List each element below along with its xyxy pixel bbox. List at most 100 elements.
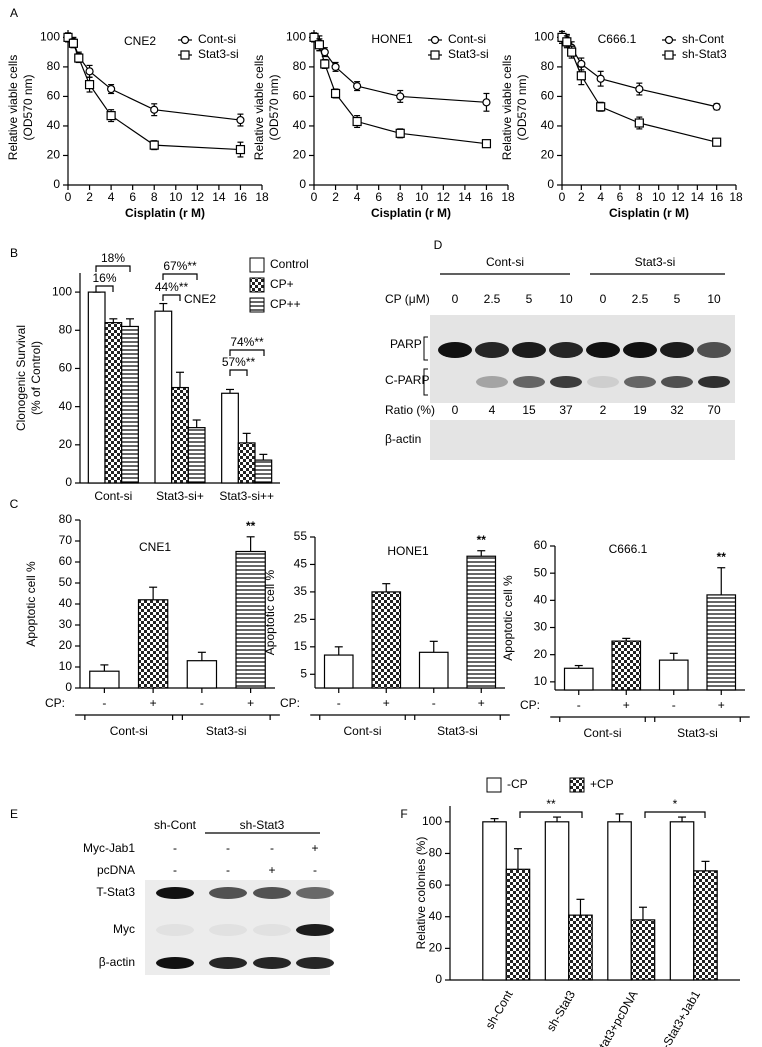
chart-title: HONE1 [387,544,429,558]
chart-title: C666.1 [598,32,637,46]
ratio: 37 [559,403,573,417]
bar [630,919,656,981]
band [296,957,334,969]
marker [712,102,721,111]
x-tick-label: - [102,696,106,710]
x-tick-label: 18 [255,190,269,204]
marker [664,50,674,60]
marker [84,80,95,90]
band [512,342,546,358]
y-tick-label: 20 [293,148,307,162]
panel-label: F [400,807,407,821]
marker [664,35,674,45]
marker [74,53,84,63]
annotation: 44%** [155,280,189,294]
ratio: 19 [633,403,647,417]
bar [505,868,531,981]
x-tick-label: + [383,696,390,710]
y-tick-label: 60 [534,538,548,552]
legend-swatch [486,777,502,793]
bar [171,386,189,484]
bracket [162,294,181,301]
y-tick-label: 80 [59,322,73,336]
y-axis-label: Apoptotic cell % [263,569,277,655]
y-tick-label: 80 [47,59,61,73]
ratio: 0 [452,403,459,417]
band [698,376,730,388]
condition-sign: - [313,863,317,877]
bar [254,459,273,484]
x-tick-label: 0 [559,190,566,204]
y-axis-label: (OD570 nm) [515,74,529,140]
condition-sign: - [226,863,230,877]
condition-sign: + [268,863,275,877]
x-tick-label: sh-Stat3 [544,988,579,1034]
x-axis-label: Cisplatin (r M) [371,206,451,220]
marker [180,35,190,45]
bracket [423,336,428,361]
legend-label: sh-Cont [682,32,725,46]
band [623,342,657,358]
legend-label: CP+ [270,277,294,291]
row-label: β-actin [385,432,421,446]
panel-label: D [434,238,443,252]
x-tick-label: + [623,698,630,712]
y-tick-label: 40 [429,909,443,923]
x-tick-label: Cont-si [94,489,132,503]
marker [236,115,245,125]
y-tick-label: 100 [286,30,306,44]
marker [330,88,341,99]
y-tick-label: 20 [59,638,73,652]
marker [353,81,362,91]
band [209,887,247,899]
legend-swatch [249,297,265,313]
x-tick-label: 4 [108,190,115,204]
significance: ** [246,519,256,533]
row-label: Myc [113,922,135,936]
y-axis-label: Relative viable cells [252,55,266,160]
x-tick-label: - [672,698,676,712]
legend-swatch [569,777,585,793]
legend-label: sh-Stat3 [682,47,727,61]
band [253,887,291,899]
bar [104,322,123,484]
x-tick-label: 12 [191,190,205,204]
y-axis-label: Apoptotic cell % [501,575,515,661]
band [549,342,583,358]
ratio: 4 [489,403,496,417]
x-tick-label: sh-Stat3+pcDNA [584,988,641,1047]
y-tick-label: 20 [429,941,443,955]
x-tick-label: 8 [151,190,158,204]
ratio: 70 [707,403,721,417]
y-tick-label: 80 [59,512,73,526]
y-tick-label: 40 [59,399,73,413]
bar [482,821,507,981]
x-tick-label: + [150,696,157,710]
legend-label: CP++ [270,297,301,311]
y-tick-label: 45 [294,557,308,571]
band [156,924,194,936]
row-label: PARP [390,337,422,351]
y-tick-label: 55 [294,529,308,543]
band [476,376,508,388]
group-label: Stat3-si [677,726,718,740]
bar [186,660,218,689]
marker [576,71,586,81]
marker [150,105,159,114]
x-tick-label: 8 [397,190,404,204]
band [513,376,545,388]
bar [568,914,593,981]
x-tick-label: - [200,696,204,710]
panel-label: B [10,246,18,260]
band [475,342,509,358]
category-prefix: CP: [520,698,540,712]
bar [693,870,718,981]
y-tick-label: 60 [47,89,61,103]
x-tick-label: - [337,696,341,710]
annotation: 74%** [230,335,264,349]
dose: 5 [526,292,533,306]
y-tick-label: 60 [541,89,555,103]
x-tick-label: 18 [729,190,743,204]
condition-sign: - [226,841,230,855]
y-tick-label: 40 [293,118,307,132]
